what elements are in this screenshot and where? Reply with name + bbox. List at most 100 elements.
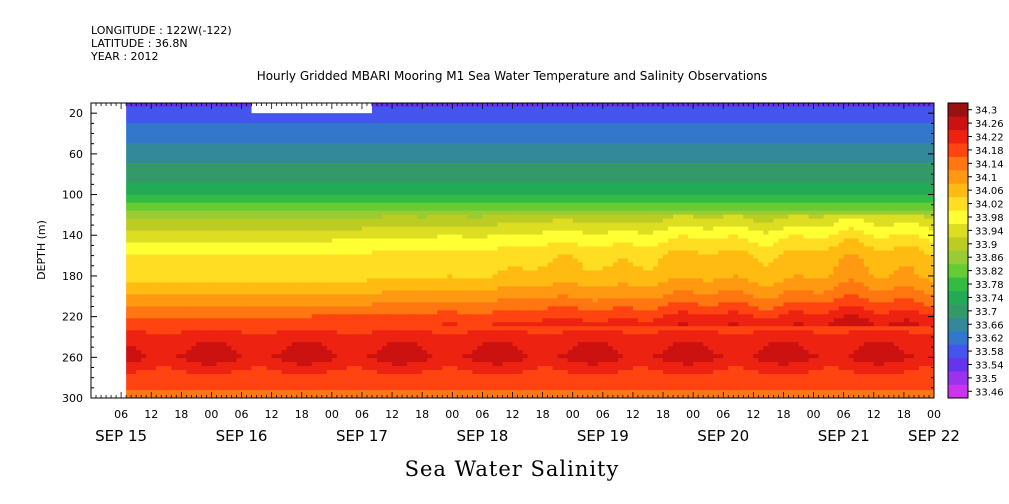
salinity-cell [407, 274, 413, 280]
salinity-cell [341, 202, 348, 208]
salinity-cell [251, 306, 258, 311]
salinity-cell [271, 330, 278, 335]
salinity-cell [211, 346, 218, 351]
salinity-cell [397, 334, 403, 339]
salinity-cell [226, 103, 233, 108]
salinity-cell [351, 242, 358, 248]
salinity-cell [392, 114, 398, 120]
salinity-cell [311, 294, 318, 299]
salinity-cell [171, 290, 177, 295]
salinity-cell [382, 370, 388, 375]
salinity-cell [236, 206, 243, 212]
salinity-cell [186, 334, 192, 339]
salinity-cell [241, 390, 248, 395]
salinity-cell [241, 382, 248, 387]
salinity-cell [236, 150, 243, 156]
salinity-cell [186, 294, 192, 299]
salinity-cell [176, 246, 182, 252]
salinity-cell [341, 282, 348, 287]
salinity-cell [201, 210, 208, 216]
salinity-cell [412, 182, 418, 188]
salinity-cell [397, 186, 403, 192]
salinity-cell [266, 342, 273, 347]
salinity-cell [397, 158, 403, 164]
salinity-cell [166, 202, 172, 208]
salinity-cell [402, 266, 408, 272]
salinity-cell [311, 382, 318, 387]
salinity-cell [246, 262, 253, 268]
salinity-cell [136, 294, 142, 299]
salinity-cell [281, 134, 288, 140]
salinity-cell [166, 378, 172, 383]
salinity-cell [366, 378, 373, 383]
salinity-cell [276, 346, 283, 351]
salinity-cell [286, 250, 293, 256]
salinity-cell [136, 138, 142, 144]
salinity-cell [131, 166, 137, 172]
salinity-cell [161, 162, 167, 168]
salinity-cell [271, 202, 278, 208]
salinity-cell [271, 154, 278, 160]
salinity-cell [201, 370, 208, 375]
salinity-cell [236, 346, 243, 351]
salinity-cell [311, 166, 318, 172]
salinity-cell [176, 350, 182, 355]
salinity-cell [131, 298, 137, 303]
salinity-cell [161, 338, 167, 343]
salinity-cell [321, 250, 328, 256]
salinity-cell [377, 134, 383, 140]
chart-title: Hourly Gridded MBARI Mooring M1 Sea Wate… [257, 69, 768, 83]
salinity-cell [126, 106, 132, 112]
salinity-cell [146, 354, 152, 359]
salinity-cell [326, 242, 333, 248]
salinity-cell [221, 178, 228, 184]
salinity-cell [291, 242, 298, 248]
salinity-cell [397, 250, 403, 256]
salinity-cell [171, 378, 177, 383]
salinity-cell [417, 366, 423, 371]
salinity-cell [196, 154, 202, 160]
salinity-cell [251, 126, 258, 132]
salinity-cell [281, 210, 288, 216]
salinity-cell [206, 262, 213, 268]
salinity-cell [286, 342, 293, 347]
salinity-cell [392, 150, 398, 156]
salinity-cell [321, 186, 328, 192]
salinity-cell [281, 358, 288, 363]
salinity-cell [146, 150, 152, 156]
salinity-cell [171, 230, 177, 236]
salinity-cell [221, 162, 228, 168]
salinity-cell [341, 258, 348, 264]
salinity-cell [146, 230, 152, 236]
salinity-cell [387, 142, 393, 148]
salinity-cell [387, 362, 393, 367]
salinity-cell [291, 350, 298, 355]
salinity-cell [331, 218, 338, 224]
salinity-cell [131, 394, 137, 398]
salinity-cell [216, 326, 223, 331]
salinity-cell [171, 278, 177, 283]
salinity-cell [427, 138, 433, 144]
salinity-cell [256, 186, 263, 192]
salinity-cell [161, 190, 167, 196]
salinity-cell [246, 126, 253, 132]
salinity-cell [387, 130, 393, 136]
salinity-cell [206, 342, 213, 347]
salinity-cell [171, 202, 177, 208]
salinity-cell [402, 330, 408, 335]
salinity-cell [266, 266, 273, 272]
salinity-cell [236, 354, 243, 359]
salinity-cell [151, 234, 157, 240]
salinity-cell [296, 138, 303, 144]
salinity-cell [392, 314, 398, 319]
salinity-cell [326, 338, 333, 343]
salinity-cell [126, 138, 132, 144]
salinity-cell [422, 262, 428, 268]
salinity-cell [301, 230, 308, 236]
salinity-cell [372, 278, 378, 283]
salinity-cell [221, 278, 228, 283]
salinity-cell [221, 374, 228, 379]
salinity-cell [201, 330, 208, 335]
salinity-cell [382, 338, 388, 343]
salinity-cell [356, 378, 363, 383]
